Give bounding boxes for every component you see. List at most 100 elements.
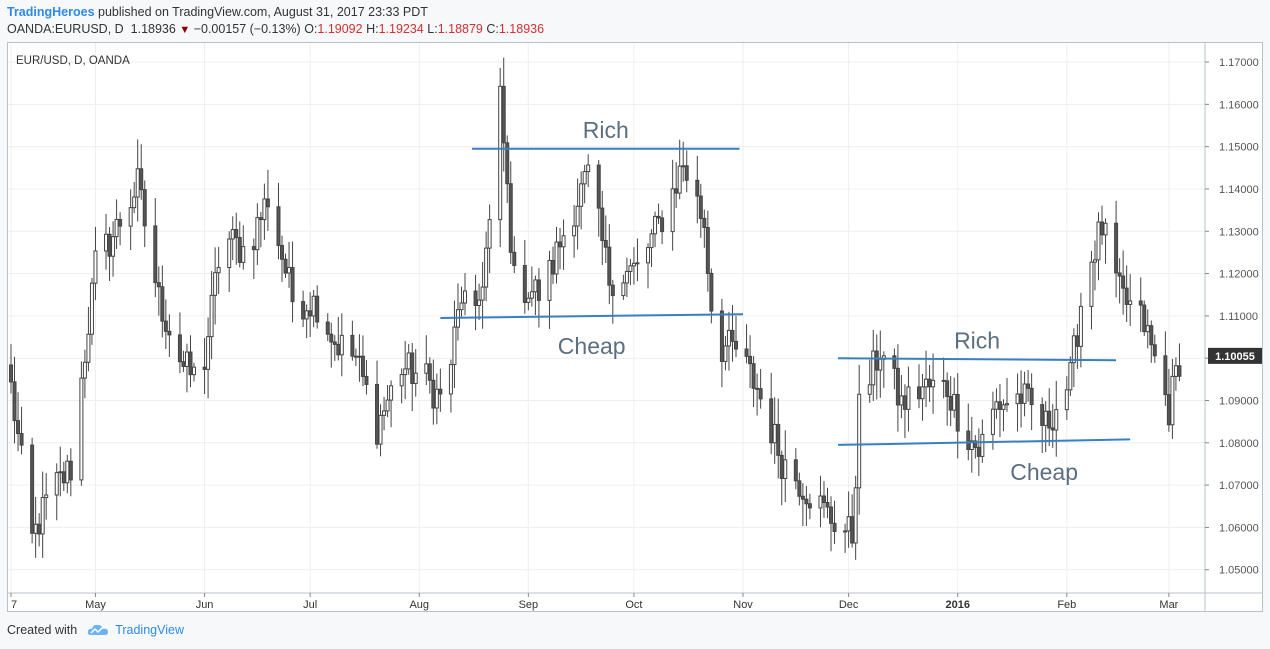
candle-body: [558, 241, 563, 248]
candle-body: [899, 395, 904, 406]
candle-body: [375, 383, 380, 445]
y-tick-label: 1.13000: [1219, 226, 1259, 238]
candle-body: [980, 433, 985, 457]
candle-body: [621, 282, 626, 297]
candle-body: [526, 297, 531, 304]
candle-body: [748, 355, 753, 365]
candle-body: [698, 195, 703, 219]
candle-body: [1103, 222, 1108, 236]
candle-body: [818, 495, 823, 509]
candle-body: [829, 506, 834, 524]
candle-body: [874, 350, 879, 371]
candle-body: [572, 225, 577, 237]
candle-body: [628, 265, 633, 272]
candle-body: [653, 215, 658, 235]
candle-body: [1166, 394, 1171, 426]
tradingview-brand-link[interactable]: TradingView: [115, 623, 184, 637]
candle-body: [339, 334, 344, 356]
candle-body: [1022, 383, 1027, 404]
candle-body: [30, 444, 35, 534]
candle-body: [163, 320, 168, 332]
candle-body: [111, 236, 116, 257]
open-label: O:: [304, 22, 318, 36]
candle-body: [821, 495, 826, 503]
candle-body: [209, 294, 214, 338]
candle-body: [37, 523, 42, 535]
candle-body: [142, 189, 147, 227]
candle-body: [1114, 222, 1119, 274]
candle-body: [336, 343, 341, 356]
candle-body: [480, 286, 485, 301]
candle-body: [726, 329, 731, 347]
candle-body: [586, 164, 591, 173]
candle-body: [234, 229, 239, 239]
candle-body: [410, 352, 415, 384]
candle-body: [853, 487, 858, 544]
candle-body: [832, 522, 837, 532]
candle-body: [79, 377, 84, 481]
y-tick-label: 1.06000: [1219, 522, 1259, 534]
last-price-tag: [1208, 347, 1262, 364]
candle-body: [255, 217, 260, 251]
candle-body: [382, 410, 387, 416]
candle-body: [304, 310, 309, 320]
candle-body: [508, 183, 513, 253]
candle-body: [9, 364, 13, 383]
candle-body: [484, 247, 489, 288]
candle-body: [723, 345, 728, 362]
candle-body: [920, 386, 925, 400]
candle-body: [181, 361, 186, 367]
candle-body: [19, 433, 24, 446]
tradingview-cloud-icon[interactable]: [87, 623, 109, 637]
candle-body: [1050, 427, 1055, 431]
author-name[interactable]: TradingHeroes: [7, 5, 95, 19]
candle-body: [1026, 383, 1031, 389]
candle-body: [86, 333, 91, 363]
candle-body: [40, 497, 45, 535]
candle-body: [1128, 300, 1133, 305]
candle-body: [65, 460, 70, 484]
candle-body: [674, 188, 679, 194]
candle-body: [1092, 259, 1097, 263]
candle-body: [118, 218, 123, 227]
chart-panel[interactable]: [7, 42, 1263, 612]
candle-body: [1068, 362, 1073, 391]
annotation-label-cheap: Cheap: [558, 333, 626, 359]
candle-body: [184, 351, 189, 367]
candle-body: [554, 241, 559, 275]
candle-body: [287, 267, 292, 274]
footer: Created with TradingView: [7, 623, 184, 637]
y-tick-label: 1.09000: [1219, 396, 1259, 408]
candle-body: [44, 494, 49, 499]
candle-body: [927, 378, 932, 388]
candle-body: [473, 290, 478, 306]
candle-body: [624, 270, 629, 284]
candle-body: [878, 358, 883, 371]
candle-body: [846, 516, 851, 532]
candle-body: [487, 219, 492, 249]
candle-body: [705, 227, 710, 274]
candle-body: [399, 374, 404, 387]
candle-body: [283, 258, 288, 274]
candle-body: [825, 501, 830, 508]
candle-body: [139, 168, 144, 191]
candle-body: [677, 165, 682, 194]
candle-body: [265, 198, 270, 208]
close-label: C:: [486, 22, 499, 36]
candle-body: [434, 388, 439, 409]
y-tick-label: 1.12000: [1219, 269, 1259, 281]
annotation-line-cheap: [838, 438, 1131, 446]
x-tick-label: Jun: [196, 599, 214, 611]
candle-body: [1064, 389, 1069, 411]
candle-body: [941, 379, 946, 382]
candle-body: [1149, 325, 1154, 346]
candle-body: [582, 171, 587, 185]
candle-body: [477, 299, 482, 306]
open-value: 1.19092: [317, 22, 363, 36]
candle-body: [807, 503, 812, 509]
annotation-line-rich: [838, 357, 1117, 362]
candle-body: [966, 430, 971, 451]
candle-body: [403, 368, 408, 376]
symbol-info-bar: OANDA:EURUSD, D 1.18936 ▼ −0.00157 (−0.1…: [7, 21, 544, 38]
